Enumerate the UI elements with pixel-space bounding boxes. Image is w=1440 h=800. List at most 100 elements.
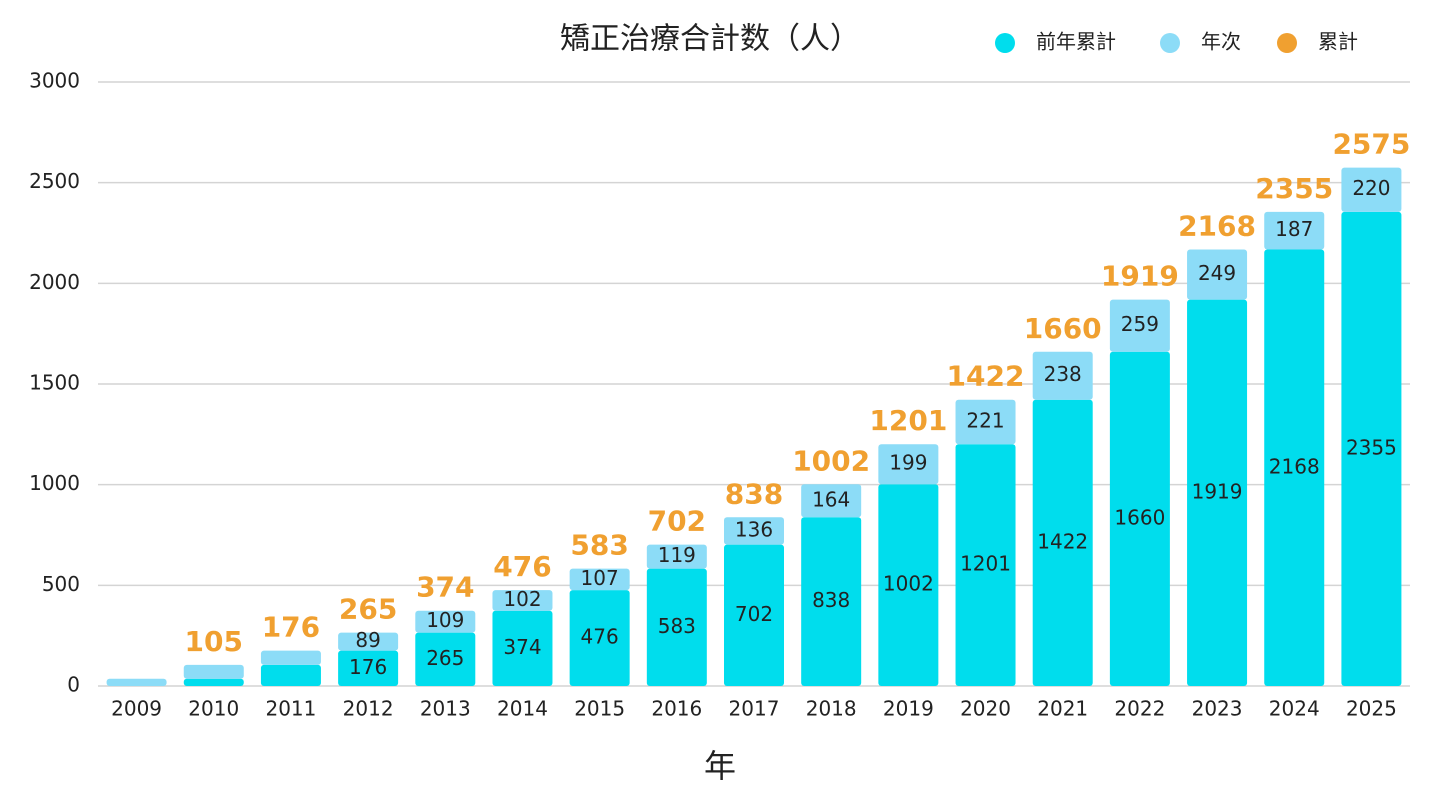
data-label: 265 <box>426 646 464 670</box>
total-label: 1919 <box>1101 260 1179 293</box>
data-label: 374 <box>503 635 541 659</box>
legend-marker <box>1277 33 1297 53</box>
y-tick-label: 500 <box>42 572 80 596</box>
data-label: 89 <box>355 628 380 652</box>
y-tick-label: 2000 <box>29 270 80 294</box>
y-tick-label: 1000 <box>29 471 80 495</box>
x-tick-label: 2012 <box>343 697 394 721</box>
total-label: 1201 <box>869 404 947 437</box>
total-label: 176 <box>262 611 320 644</box>
bar-segment <box>1187 299 1248 686</box>
y-tick-label: 2500 <box>29 169 80 193</box>
legend-label: 年次 <box>1201 30 1241 54</box>
data-label: 259 <box>1121 312 1159 336</box>
legend-label: 累計 <box>1318 30 1358 54</box>
bar-segment <box>415 610 476 633</box>
x-tick-label: 2014 <box>497 697 548 721</box>
y-tick-label: 0 <box>67 673 80 697</box>
bar-segment <box>106 678 167 686</box>
data-label: 109 <box>426 608 464 632</box>
total-label: 2575 <box>1332 128 1410 161</box>
x-tick-label: 2010 <box>188 697 239 721</box>
legend-marker <box>995 33 1015 53</box>
data-label: 176 <box>349 655 387 679</box>
data-label: 2168 <box>1269 454 1320 478</box>
legend-marker <box>1160 33 1180 53</box>
total-label: 1660 <box>1024 312 1102 345</box>
bar-segment <box>260 650 321 665</box>
x-tick-label: 2023 <box>1192 697 1243 721</box>
bar-segment <box>492 590 553 611</box>
x-tick-label: 2021 <box>1037 697 1088 721</box>
bar-segment <box>646 568 707 686</box>
bar-segment <box>801 484 862 518</box>
bar-segment <box>1032 351 1093 400</box>
y-tick-label: 1500 <box>29 371 80 395</box>
bar-segment <box>724 517 784 545</box>
data-label: 702 <box>735 602 773 626</box>
total-label: 1002 <box>792 444 870 477</box>
x-axis-title: 年 <box>704 747 736 785</box>
data-label: 187 <box>1275 217 1313 241</box>
x-tick-label: 2022 <box>1114 697 1165 721</box>
x-tick-label: 2016 <box>651 697 702 721</box>
total-label: 2355 <box>1255 172 1333 205</box>
bar-segment <box>415 632 476 686</box>
bar-segment <box>1109 351 1170 686</box>
data-label: 476 <box>581 625 619 649</box>
data-label: 583 <box>658 614 696 638</box>
legend-label: 前年累計 <box>1036 30 1116 54</box>
total-label: 265 <box>339 593 397 626</box>
x-tick-label: 2019 <box>883 697 934 721</box>
bar-segment <box>183 664 244 679</box>
bar-segment <box>1341 167 1402 212</box>
bar-segment <box>724 544 784 686</box>
bar-segment <box>338 650 399 686</box>
bar-segment <box>569 568 630 591</box>
bar-segment <box>955 399 1016 445</box>
data-label: 1422 <box>1037 529 1088 553</box>
bar-segment <box>1187 249 1248 300</box>
chart-title: 矯正治療合計数（人） <box>560 22 860 57</box>
bar-segment <box>1264 211 1325 250</box>
bar-segment <box>801 517 862 686</box>
bar-segment <box>955 444 1016 686</box>
total-label: 374 <box>416 571 474 604</box>
y-tick-label: 3000 <box>29 69 80 93</box>
bar-segment <box>1264 249 1325 686</box>
bar-segment <box>1109 299 1170 352</box>
bar-segment <box>338 632 399 651</box>
total-label: 583 <box>570 529 628 562</box>
x-tick-label: 2017 <box>729 697 780 721</box>
data-label: 107 <box>581 566 619 590</box>
bar-segment <box>183 678 244 686</box>
data-label: 136 <box>735 517 773 541</box>
bar-segment <box>569 590 630 686</box>
data-label: 221 <box>966 408 1004 432</box>
data-label: 238 <box>1044 362 1082 386</box>
total-label: 2168 <box>1178 210 1256 243</box>
data-label: 220 <box>1352 176 1390 200</box>
x-tick-label: 2018 <box>806 697 857 721</box>
total-label: 1422 <box>947 360 1025 393</box>
bar-segment <box>878 484 939 686</box>
bar-segment <box>492 610 553 686</box>
total-label: 838 <box>725 477 783 510</box>
x-tick-label: 2025 <box>1346 697 1397 721</box>
data-label: 1919 <box>1192 479 1243 503</box>
x-tick-label: 2013 <box>420 697 471 721</box>
data-label: 164 <box>812 487 850 511</box>
bar-segment <box>1341 211 1402 687</box>
data-label: 2355 <box>1346 435 1397 459</box>
data-label: 838 <box>812 588 850 612</box>
bar-segment <box>260 664 321 686</box>
x-tick-label: 2024 <box>1269 697 1320 721</box>
x-tick-label: 2011 <box>265 697 316 721</box>
data-label: 249 <box>1198 261 1236 285</box>
x-tick-label: 2020 <box>960 697 1011 721</box>
total-label: 702 <box>648 505 706 538</box>
x-tick-label: 2009 <box>111 697 162 721</box>
data-label: 1660 <box>1114 505 1165 529</box>
